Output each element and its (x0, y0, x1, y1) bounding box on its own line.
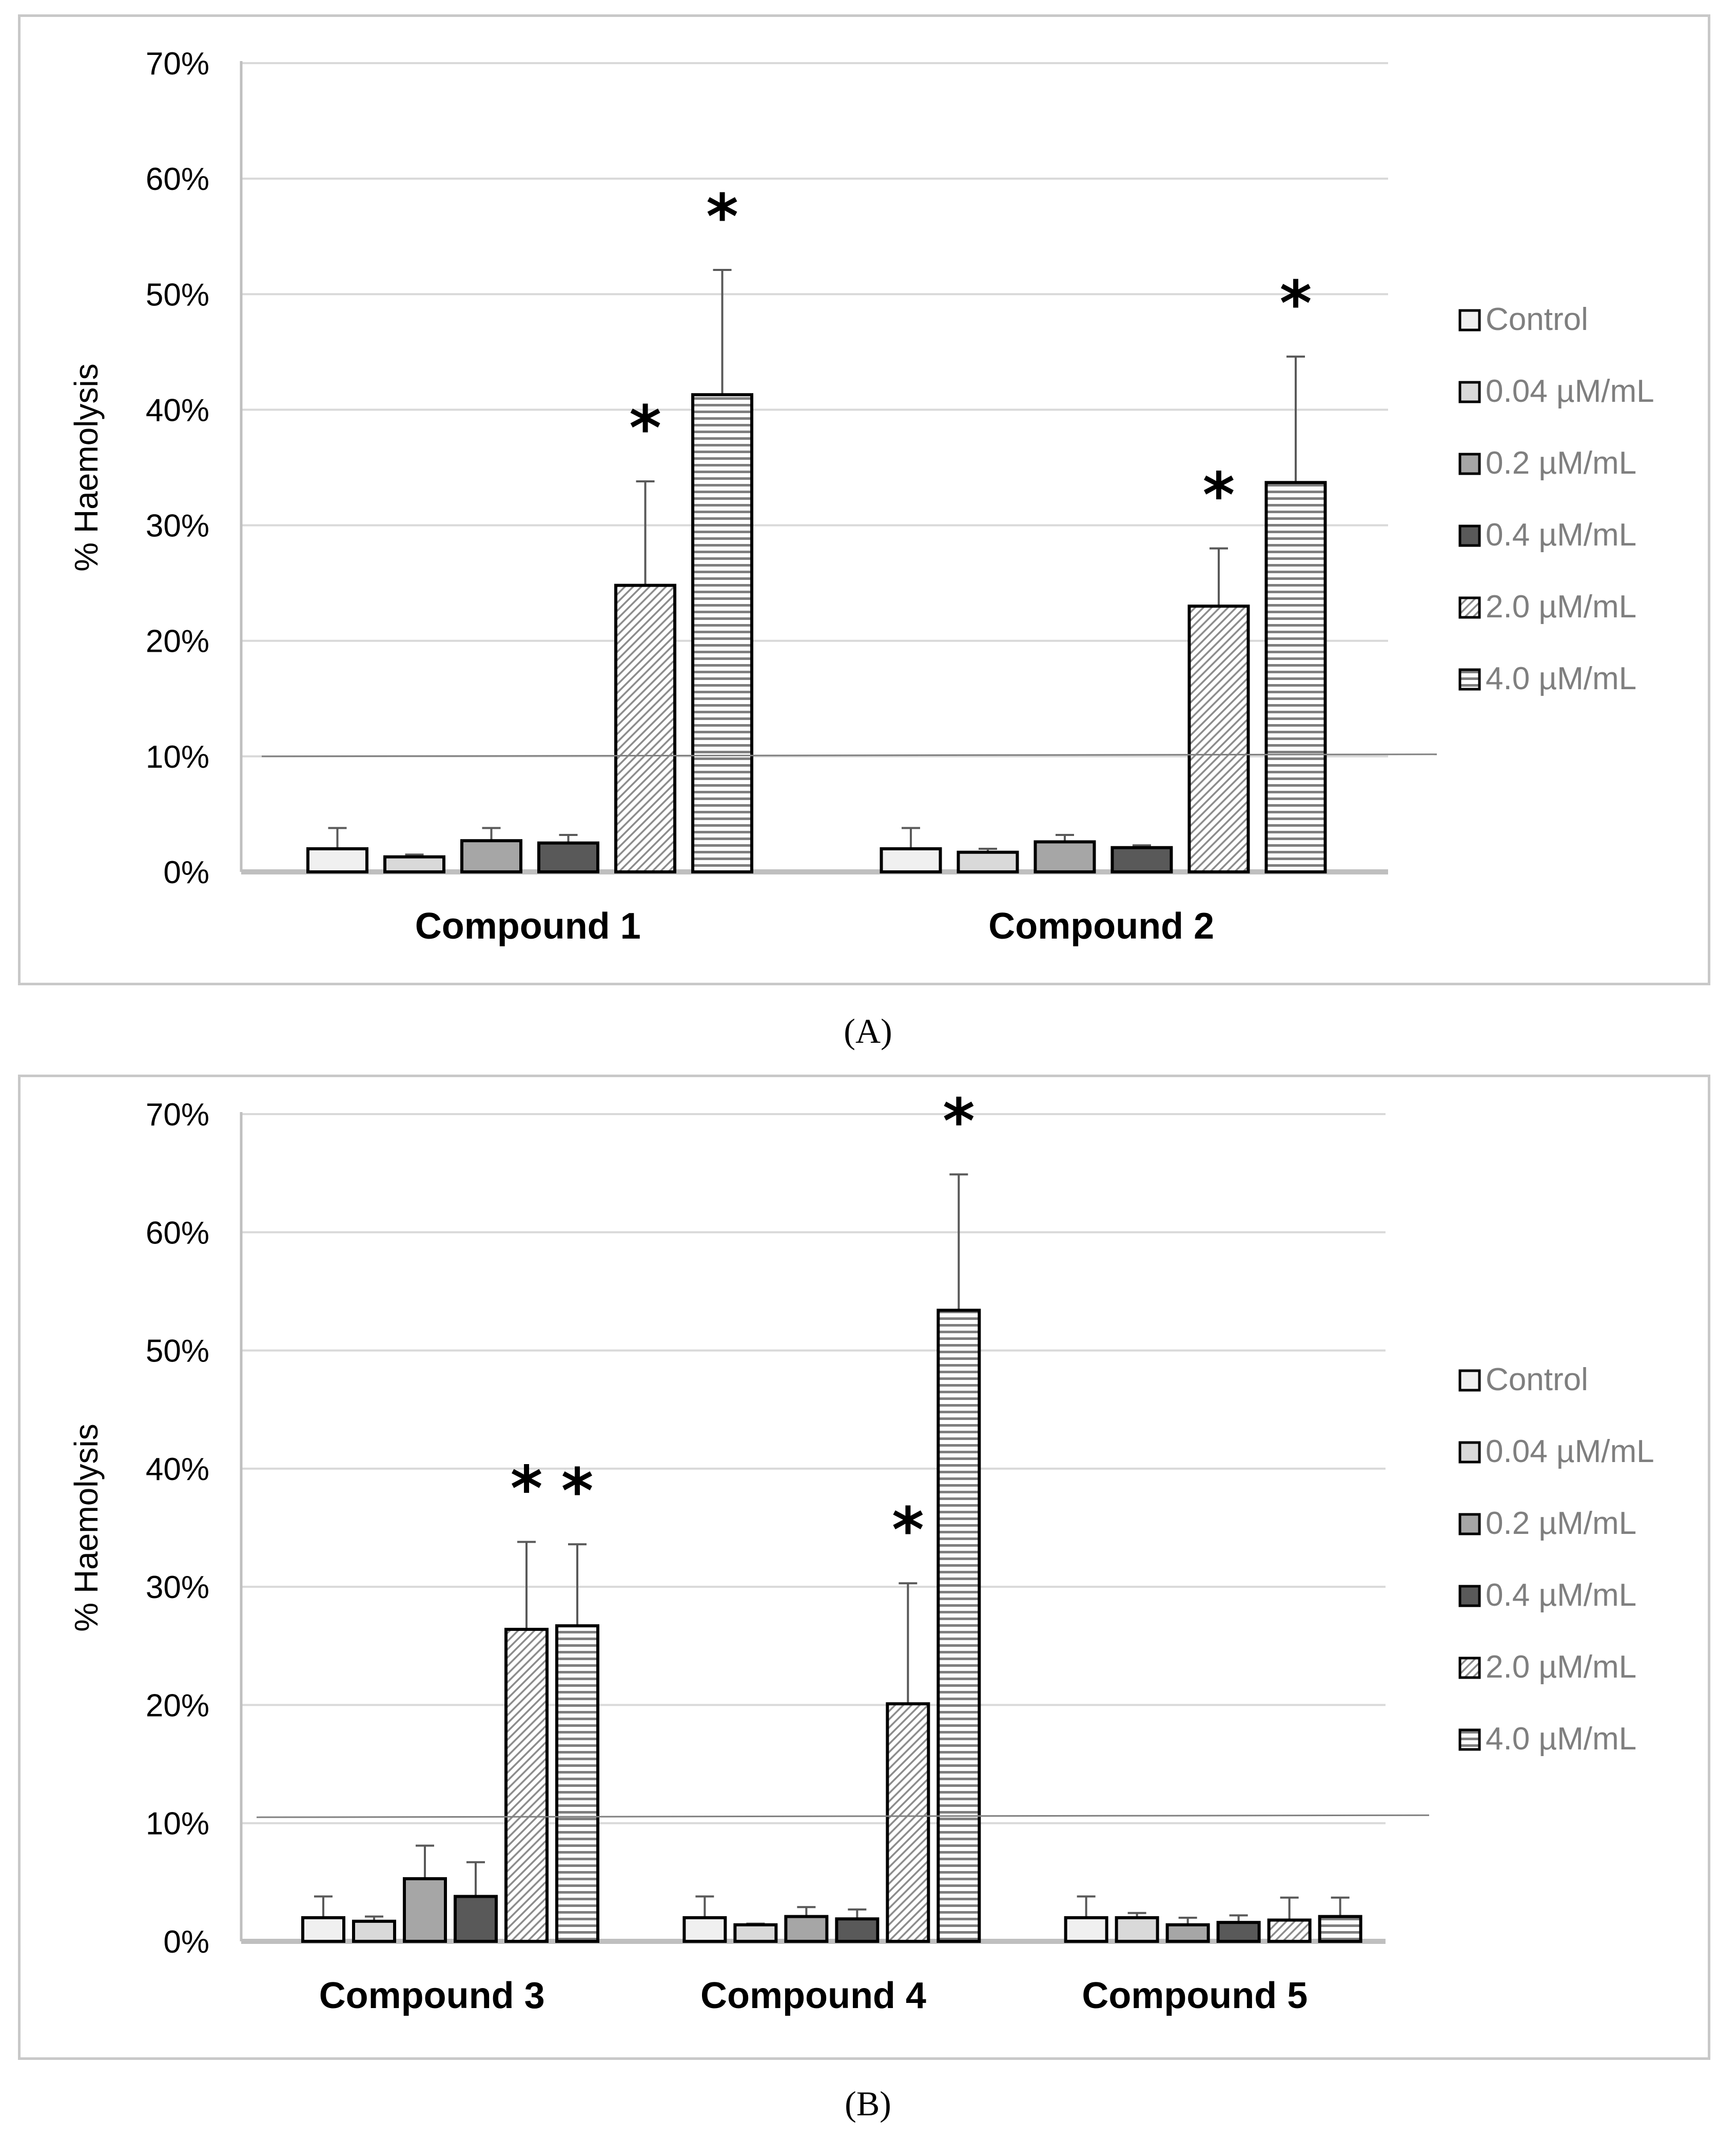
legend-swatch-0-04-m-ml (1458, 381, 1481, 403)
bar-compound-3-0-04-m-ml (352, 1919, 396, 1943)
bar-compound-5-control (1064, 1916, 1108, 1943)
chart-a-svg: 0% 10% 20% 30% 40% 50% 60% 70% % Haemolysis Compo… (68, 46, 1654, 947)
x-category-label: Compound 2 (988, 906, 1214, 947)
bar-compound-2-0-2-m-ml (1033, 840, 1096, 874)
y-tick-label: 30% (146, 1570, 209, 1605)
legend-swatch-0-4-m-ml (1458, 524, 1481, 547)
bar-compound-2-2-0-m-ml (1187, 605, 1250, 873)
legend-swatch-4-0-m-ml (1458, 668, 1481, 691)
bar-compound-3-0-2-m-ml (403, 1877, 447, 1943)
y-tick-label: 70% (146, 1097, 209, 1133)
significance-star: * (943, 1086, 975, 1157)
y-tick-label: 40% (146, 393, 209, 428)
y-tick-label: 30% (146, 509, 209, 544)
bar-compound-4-0-2-m-ml (784, 1915, 829, 1943)
threshold-line-10-percent (256, 1814, 1430, 1818)
legend-swatch-0-04-m-ml (1458, 1441, 1481, 1464)
bar-compound-3-4-0-m-ml (555, 1624, 599, 1943)
x-category-label: Compound 3 (319, 1975, 545, 2016)
significance-star: * (1203, 460, 1235, 532)
bar-compound-5-0-2-m-ml (1165, 1923, 1210, 1943)
y-tick-label: 10% (146, 739, 209, 775)
chart-panel-a: 0% 10% 20% 30% 40% 50% 60% 70% % Haemolysis Compo… (18, 14, 1710, 985)
significance-star: * (706, 182, 738, 253)
legend-swatch-control (1458, 309, 1481, 332)
x-category-label: Compound 4 (700, 1975, 926, 2016)
significance-star: * (629, 393, 661, 464)
legend-label-0-2-m-ml: 0.2 µM/mL (1486, 445, 1636, 481)
legend-swatch-4-0-m-ml (1458, 1728, 1481, 1751)
legend-label-control: Control (1486, 1362, 1588, 1397)
bar-compound-4-control (682, 1916, 727, 1943)
bar-compound-4-4-0-m-ml (937, 1309, 981, 1943)
legend-label-2-0-m-ml: 2.0 µM/mL (1486, 1649, 1636, 1685)
y-tick-label: 0% (163, 855, 209, 890)
x-category-label: Compound 5 (1082, 1975, 1308, 2016)
bar-compound-1-2-0-m-ml (614, 583, 676, 874)
y-tick-label: 60% (146, 162, 209, 197)
legend-swatch-0-2-m-ml (1458, 453, 1481, 475)
y-axis-title: % Haemolysis (68, 363, 105, 571)
significance-star: * (892, 1495, 924, 1566)
bar-compound-5-2-0-m-ml (1267, 1918, 1312, 1943)
bar-compound-1-0-04-m-ml (383, 855, 445, 874)
y-tick-label: 40% (146, 1452, 209, 1487)
legend-label-0-04-m-ml: 0.04 µM/mL (1486, 1434, 1654, 1469)
y-axis-title: % Haemolysis (68, 1424, 105, 1631)
chart-b-svg: 0% 10% 20% 30% 40% 50% 60% 70% % Haemolysis Compo… (68, 1086, 1654, 2016)
legend-swatch-0-4-m-ml (1458, 1585, 1481, 1607)
bar-compound-2-control (880, 847, 942, 874)
legend-label-2-0-m-ml: 2.0 µM/mL (1486, 589, 1636, 625)
y-tick-label: 60% (146, 1215, 209, 1251)
significance-star: * (511, 1454, 543, 1525)
legend-label-4-0-m-ml: 4.0 µM/mL (1486, 661, 1636, 696)
x-category-label: Compound 1 (415, 906, 641, 947)
legend-label-4-0-m-ml: 4.0 µM/mL (1486, 1721, 1636, 1757)
bar-compound-4-0-4-m-ml (835, 1917, 880, 1943)
legend-label-0-4-m-ml: 0.4 µM/mL (1486, 517, 1636, 553)
bar-compound-4-0-04-m-ml (733, 1923, 778, 1943)
legend-swatch-control (1458, 1369, 1481, 1392)
bar-compound-2-4-0-m-ml (1264, 481, 1327, 873)
legend-label-control: Control (1486, 302, 1588, 337)
legend-label-0-4-m-ml: 0.4 µM/mL (1486, 1578, 1636, 1613)
legend-swatch-2-0-m-ml (1458, 1657, 1481, 1679)
bar-compound-2-0-04-m-ml (957, 850, 1019, 873)
legend-swatch-0-2-m-ml (1458, 1513, 1481, 1535)
y-tick-label: 0% (163, 1924, 209, 1960)
significance-star: * (1280, 268, 1312, 340)
legend-swatch-2-0-m-ml (1458, 596, 1481, 619)
y-tick-label: 20% (146, 1688, 209, 1723)
bar-compound-5-0-04-m-ml (1115, 1916, 1159, 1943)
y-tick-label: 10% (146, 1806, 209, 1842)
bar-compound-3-control (301, 1916, 345, 1943)
y-tick-label: 50% (146, 277, 209, 313)
y-tick-label: 50% (146, 1334, 209, 1369)
chart-panel-b: 0% 10% 20% 30% 40% 50% 60% 70% % Haemolysis Compo… (18, 1075, 1710, 2060)
bar-compound-2-0-4-m-ml (1110, 846, 1173, 873)
bar-compound-1-4-0-m-ml (691, 393, 753, 873)
threshold-line-10-percent (261, 753, 1437, 757)
y-tick-label: 70% (146, 46, 209, 82)
significance-star: * (561, 1456, 594, 1527)
bar-compound-5-4-0-m-ml (1318, 1915, 1362, 1943)
caption-a: (A) (844, 1011, 892, 1050)
bar-compound-1-0-4-m-ml (537, 841, 599, 873)
bar-compound-1-control (306, 847, 368, 874)
legend-label-0-2-m-ml: 0.2 µM/mL (1486, 1506, 1636, 1541)
bar-compound-4-2-0-m-ml (886, 1702, 930, 1943)
caption-b: (B) (845, 2084, 891, 2123)
bar-compound-3-2-0-m-ml (504, 1628, 549, 1943)
bar-compound-5-0-4-m-ml (1216, 1921, 1261, 1943)
bar-compound-1-0-2-m-ml (460, 839, 522, 873)
bar-compound-3-0-4-m-ml (454, 1895, 498, 1943)
legend-label-0-04-m-ml: 0.04 µM/mL (1486, 374, 1654, 409)
y-tick-label: 20% (146, 624, 209, 659)
